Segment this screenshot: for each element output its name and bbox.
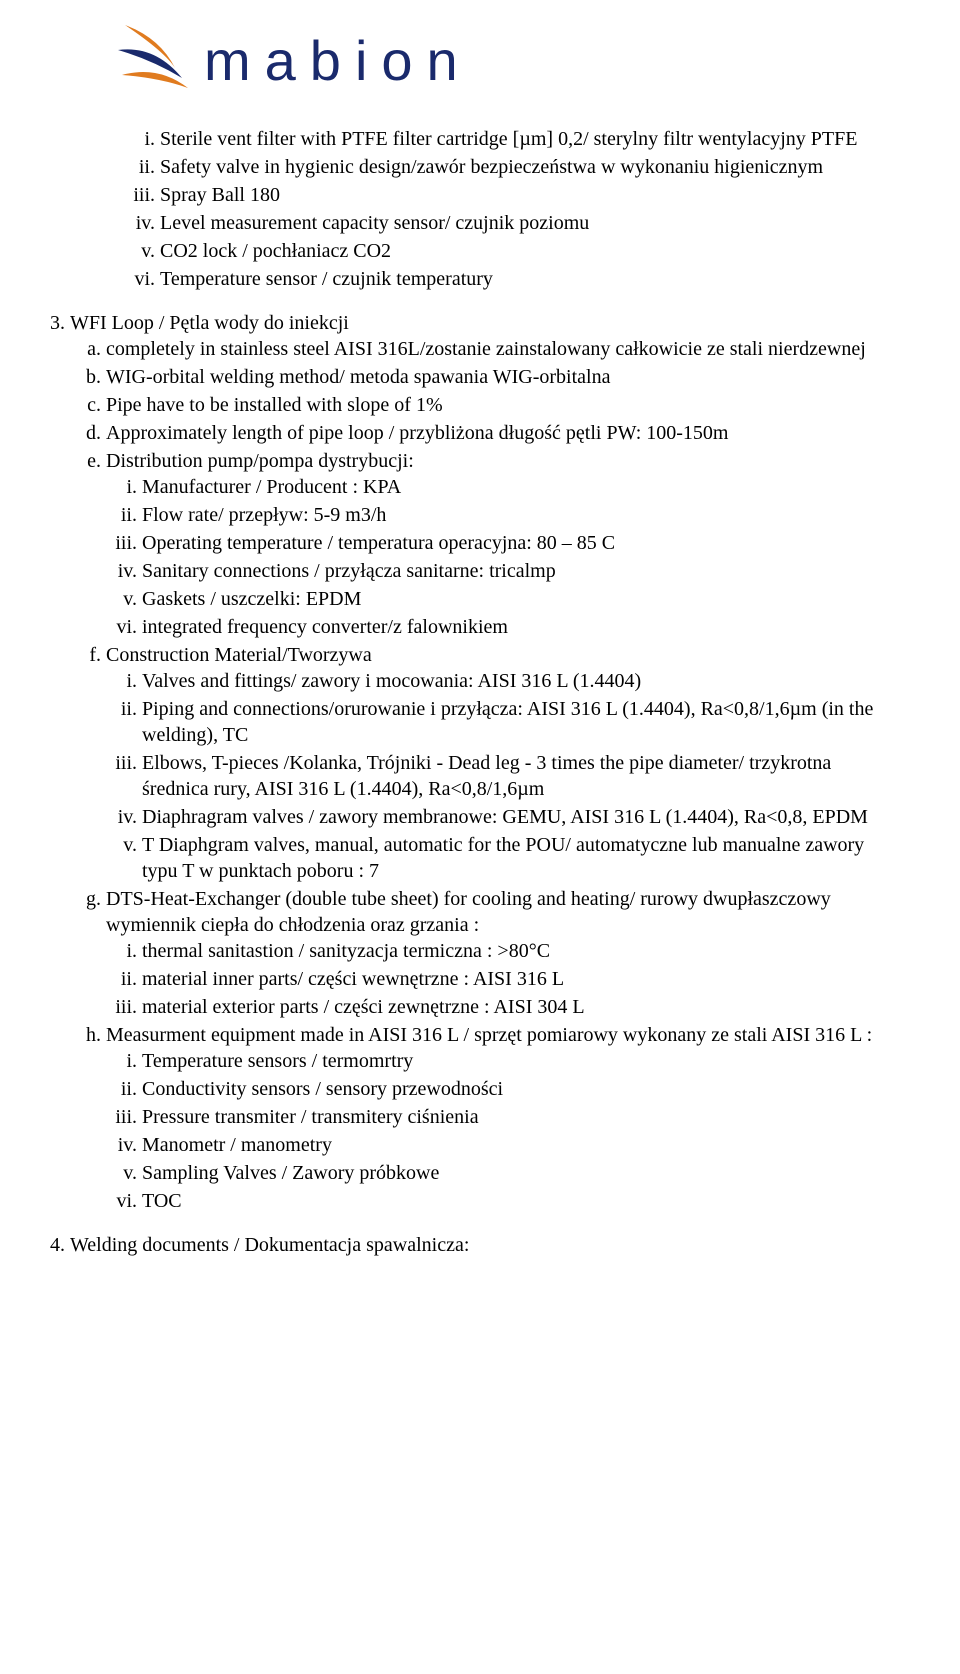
list-item: completely in stainless steel AISI 316L/… [106,336,900,362]
sublist-g: thermal sanitastion / sanityzacja termic… [106,938,900,1020]
continuation-list: Sterile vent filter with PTFE filter car… [60,126,900,292]
list-item: integrated frequency converter/z falowni… [142,614,900,640]
list-item: Sterile vent filter with PTFE filter car… [160,126,900,152]
list-item: Diaphragram valves / zawory membranowe: … [142,804,900,830]
section-title: Welding documents / Dokumentacja spawaln… [70,1234,469,1256]
list-item-label: Measurment equipment made in AISI 316 L … [106,1024,872,1046]
list-item: thermal sanitastion / sanityzacja termic… [142,938,900,964]
section-title: WFI Loop / Pętla wody do iniekcji [70,312,349,334]
list-item-label: DTS-Heat-Exchanger (double tube sheet) f… [106,888,831,936]
document-page: mabion Sterile vent filter with PTFE fil… [0,0,960,1302]
list-item: Valves and fittings/ zawory i mocowania:… [142,668,900,694]
list-item: T Diaphgram valves, manual, automatic fo… [142,832,900,884]
company-logo: mabion [110,20,472,100]
list-item: Measurment equipment made in AISI 316 L … [106,1022,900,1214]
list-item: Safety valve in hygienic design/zawór be… [160,154,900,180]
sublist-h: Temperature sensors / termomrtry Conduct… [106,1048,900,1214]
list-item: Gaskets / uszczelki: EPDM [142,586,900,612]
list-item: Distribution pump/pompa dystrybucji: Man… [106,448,900,640]
section-3-sublist: completely in stainless steel AISI 316L/… [70,336,900,1214]
sublist-e: Manufacturer / Producent : KPA Flow rate… [106,474,900,640]
list-item: Conductivity sensors / sensory przewodno… [142,1076,900,1102]
list-item: Pressure transmiter / transmitery ciśnie… [142,1104,900,1130]
list-item: Pipe have to be installed with slope of … [106,392,900,418]
section-4: Welding documents / Dokumentacja spawaln… [70,1232,900,1258]
list-item: Operating temperature / temperatura oper… [142,530,900,556]
list-item: Manometr / manometry [142,1132,900,1158]
list-item: TOC [142,1188,900,1214]
list-item: Manufacturer / Producent : KPA [142,474,900,500]
logo-container: mabion [60,20,900,106]
list-item: DTS-Heat-Exchanger (double tube sheet) f… [106,886,900,1020]
list-item: Flow rate/ przepływ: 5-9 m3/h [142,502,900,528]
sections-list: WFI Loop / Pętla wody do iniekcji comple… [60,310,900,1258]
list-item: Temperature sensor / czujnik temperatury [160,266,900,292]
list-item: Sampling Valves / Zawory próbkowe [142,1160,900,1186]
list-item: Level measurement capacity sensor/ czujn… [160,210,900,236]
sublist-f: Valves and fittings/ zawory i mocowania:… [106,668,900,884]
list-item: WIG-orbital welding method/ metoda spawa… [106,364,900,390]
list-item: Sanitary connections / przyłącza sanitar… [142,558,900,584]
logo-swoosh-icon [110,20,200,100]
section-3: WFI Loop / Pętla wody do iniekcji comple… [70,310,900,1214]
list-item: CO2 lock / pochłaniacz CO2 [160,238,900,264]
list-item: Approximately length of pipe loop / przy… [106,420,900,446]
list-item: Temperature sensors / termomrtry [142,1048,900,1074]
list-item: Piping and connections/orurowanie i przy… [142,696,900,748]
list-item: Spray Ball 180 [160,182,900,208]
list-item: material inner parts/ części wewnętrzne … [142,966,900,992]
logo-text: mabion [204,28,472,93]
list-item-label: Distribution pump/pompa dystrybucji: [106,450,414,472]
list-item-label: Construction Material/Tworzywa [106,644,372,666]
list-item: Elbows, T-pieces /Kolanka, Trójniki - De… [142,750,900,802]
list-item: material exterior parts / części zewnętr… [142,994,900,1020]
list-item: Construction Material/Tworzywa Valves an… [106,642,900,884]
